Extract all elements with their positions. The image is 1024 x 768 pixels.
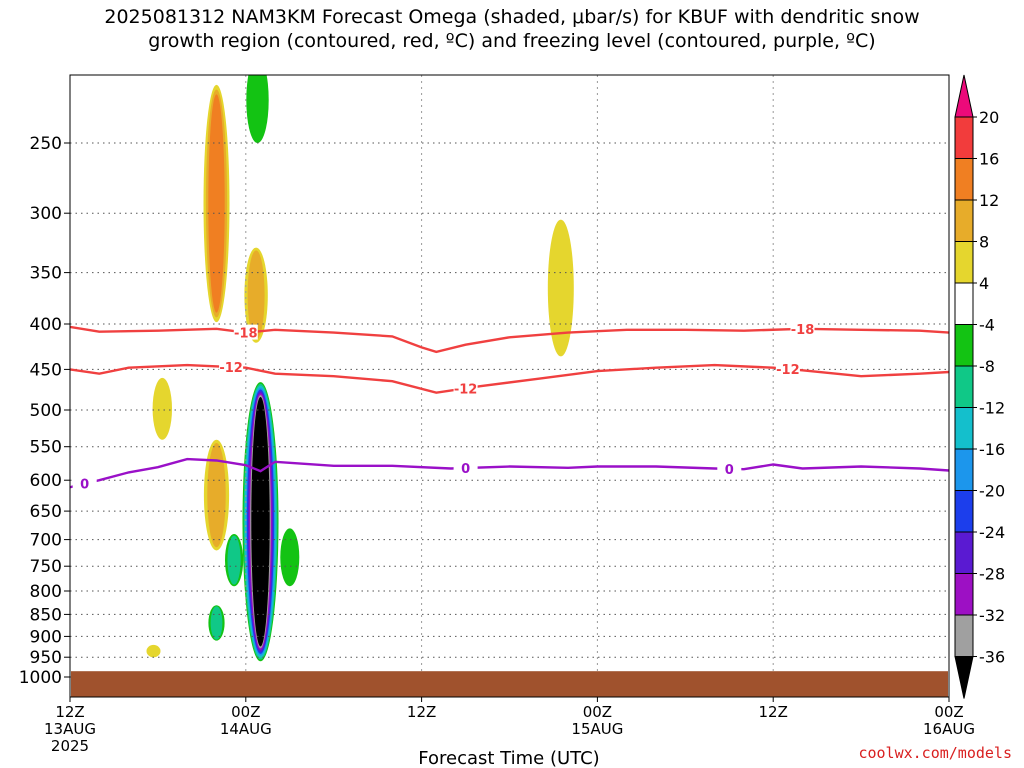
colorbar-segment-6	[955, 366, 973, 408]
colorbar-segment-8	[955, 449, 973, 491]
colorbar-label-9: -20	[979, 482, 1005, 501]
y-tick-label-300: 300	[30, 204, 62, 224]
contour-label-0-1: -18	[791, 323, 815, 338]
colorbar-label-10: -24	[979, 523, 1005, 542]
x-tick-label-12-0: 00Z	[231, 703, 260, 721]
contour-label-1-1: -12	[454, 382, 478, 397]
x-tick-label-36-0: 00Z	[583, 703, 612, 721]
colorbar-segment-7	[955, 408, 973, 450]
y-tick-label-400: 400	[30, 315, 62, 335]
colorbar-label-7: -12	[979, 399, 1005, 418]
colorbar-segment-2	[955, 200, 973, 242]
colorbar-label-2: 12	[979, 191, 999, 210]
y-tick-label-900: 900	[30, 627, 62, 647]
colorbar-label-5: -4	[979, 316, 995, 335]
omega-region-0-level-2	[208, 94, 224, 312]
colorbar-top-arrow	[955, 75, 973, 117]
y-tick-label-350: 350	[30, 264, 62, 284]
plot-background	[70, 75, 949, 697]
colorbar-label-11: -28	[979, 565, 1005, 584]
y-tick-label-700: 700	[30, 531, 62, 551]
colorbar-label-0: 20	[979, 108, 999, 127]
colorbar-segment-9	[955, 491, 973, 533]
x-tick-label-48-0: 12Z	[759, 703, 788, 721]
contour-label-0-0: -18	[234, 327, 258, 342]
colorbar-label-13: -36	[979, 648, 1005, 667]
contour-label-1-0: -12	[219, 361, 243, 376]
terrain-fill	[71, 671, 948, 697]
colorbar-segment-1	[955, 159, 973, 201]
colorbar-segment-3	[955, 242, 973, 284]
x-tick-label-24-0: 12Z	[407, 703, 436, 721]
colorbar-segment-10	[955, 532, 973, 574]
x-axis-label: Forecast Time (UTC)	[418, 748, 599, 768]
y-tick-label-1000: 1000	[19, 668, 62, 688]
y-tick-label-500: 500	[30, 401, 62, 421]
x-tick-label-36-1: 15AUG	[571, 720, 623, 738]
x-tick-label-12-1: 14AUG	[220, 720, 272, 738]
contour-label-2-1: 0	[461, 462, 470, 477]
x-tick-label-60-1: 16AUG	[923, 720, 975, 738]
contour-label-1-2: -12	[776, 363, 800, 378]
y-tick-label-800: 800	[30, 582, 62, 602]
colorbar-label-4: 4	[979, 274, 989, 293]
omega-region-6-level-8	[251, 397, 269, 646]
y-tick-label-250: 250	[30, 134, 62, 154]
omega-region-8-level-1	[228, 536, 241, 585]
colorbar: 20 16 12 8 4 -4 -8 -12 -16 -20 -24 -28 -32 -36	[955, 75, 1005, 699]
contour-label-2-0: 0	[80, 478, 89, 493]
omega-region-3-level-1	[207, 443, 225, 547]
colorbar-label-12: -32	[979, 606, 1005, 625]
y-tick-label-650: 650	[30, 502, 62, 522]
colorbar-label-3: 8	[979, 233, 989, 252]
colorbar-label-6: -8	[979, 357, 995, 376]
omega-region-2-level-0	[153, 378, 172, 440]
y-tick-label-600: 600	[30, 471, 62, 491]
omega-region-5-level-0	[147, 645, 161, 657]
omega-cross-section-chart: -18 -18 -12 -12 -12 0 0 0 250 300 350 400 450 500 550…	[0, 0, 1024, 768]
y-axis: 2503003504004505005506006507007508008509…	[19, 134, 70, 688]
colorbar-segment-5	[955, 325, 973, 367]
credit-text: coolwx.com/models	[858, 744, 1012, 762]
colorbar-segment-12	[955, 615, 973, 657]
contour-label-2-2: 0	[725, 463, 734, 478]
x-tick-label-0-1: 13AUG	[44, 720, 96, 738]
colorbar-segment-11	[955, 574, 973, 616]
x-tick-label-0-0: 12Z	[55, 703, 84, 721]
omega-region-10-level-0	[280, 528, 299, 586]
x-tick-label-0-2: 2025	[51, 737, 89, 755]
y-tick-label-750: 750	[30, 557, 62, 577]
colorbar-bottom-arrow	[955, 657, 973, 699]
omega-region-9-level-1	[211, 606, 223, 639]
colorbar-segment-4	[955, 283, 973, 325]
y-tick-label-950: 950	[30, 648, 62, 668]
omega-region-7-level-0	[246, 57, 268, 143]
y-tick-label-450: 450	[30, 360, 62, 380]
colorbar-label-8: -16	[979, 440, 1005, 459]
y-tick-label-550: 550	[30, 438, 62, 458]
omega-region-4-level-0	[548, 220, 574, 357]
y-tick-label-850: 850	[30, 605, 62, 625]
x-tick-label-60-0: 00Z	[934, 703, 963, 721]
colorbar-label-1: 16	[979, 150, 999, 169]
colorbar-segment-0	[955, 117, 973, 159]
